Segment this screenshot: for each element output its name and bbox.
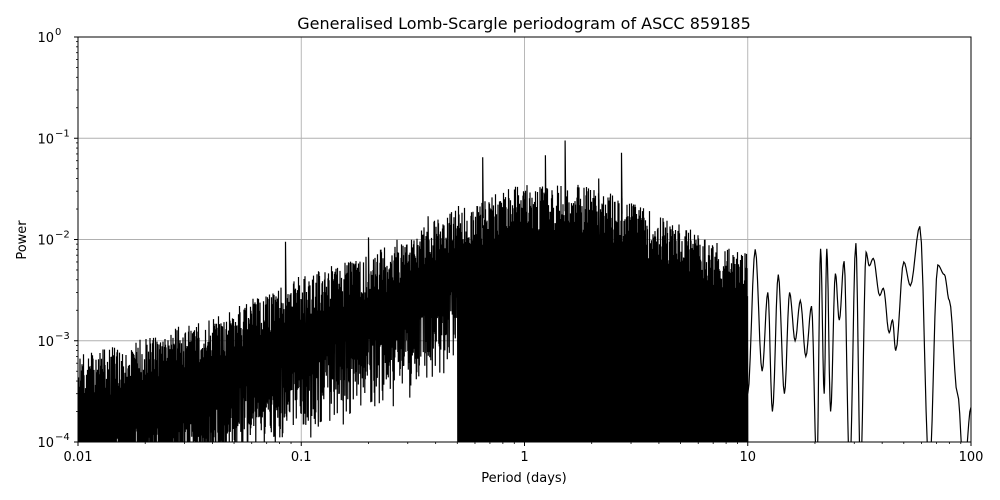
plot-area (78, 140, 971, 442)
y-tick-exponent: −1 (55, 128, 70, 139)
y-tick-label: 10 (37, 436, 54, 451)
power-series-line (78, 140, 971, 442)
x-axis-ticks: 0.01 0.1 1 10 100 (64, 442, 984, 465)
y-tick-exponent: −4 (55, 432, 70, 443)
x-tick-label: 10 (739, 450, 756, 465)
y-tick-label: 10 (37, 234, 54, 249)
y-axis-label: Power (15, 220, 30, 260)
y-tick-exponent: −2 (55, 230, 70, 241)
y-tick-exponent: 0 (55, 27, 61, 38)
x-tick-label: 100 (959, 450, 984, 465)
x-axis-label: Period (days) (481, 471, 567, 486)
y-tick-label: 10 (37, 335, 54, 350)
x-tick-label: 0.1 (291, 450, 312, 465)
y-tick-exponent: −3 (55, 331, 70, 342)
y-tick-label: 10 (37, 132, 54, 147)
y-tick-label: 10 (37, 31, 54, 46)
chart-title: Generalised Lomb-Scargle periodogram of … (297, 14, 751, 33)
x-tick-label: 1 (520, 450, 528, 465)
x-tick-label: 0.01 (64, 450, 93, 465)
